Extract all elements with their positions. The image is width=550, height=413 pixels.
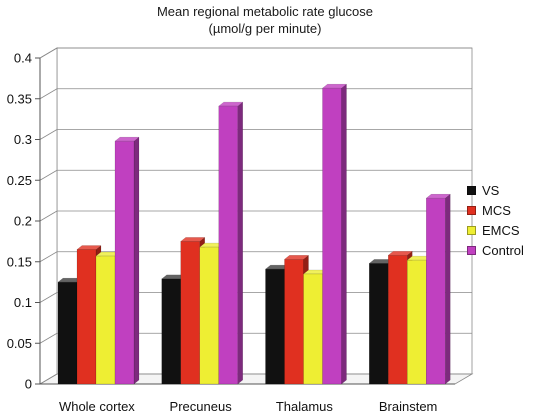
legend-label: Control <box>482 242 524 258</box>
chart-title: Mean regional metabolic rate glucose <box>156 4 374 19</box>
bar-front <box>284 259 304 385</box>
legend-item-emcs: EMCS <box>467 220 524 240</box>
y-tick-label: 0.35 <box>7 91 32 106</box>
y-tick-label: 0.2 <box>14 214 32 229</box>
bar-side <box>445 193 451 385</box>
gridline-diagonal <box>39 332 58 344</box>
y-tick-label: 0 <box>25 377 32 392</box>
gridline-diagonal <box>39 129 58 140</box>
legend-swatch <box>467 225 476 235</box>
gridline-diagonal <box>39 373 58 385</box>
legend-swatch <box>467 205 476 215</box>
x-tick-label: Thalamus <box>276 399 334 413</box>
bar-side <box>133 136 140 385</box>
bar-front <box>369 263 389 385</box>
gridline-diagonal <box>39 169 58 181</box>
bar-control-whole-cortex <box>114 136 140 385</box>
y-tick-label: 0.3 <box>14 132 32 147</box>
bar-side <box>341 83 347 385</box>
bar-front <box>199 246 219 385</box>
bars <box>57 83 451 385</box>
bar-front <box>95 255 116 385</box>
y-tick-label: 0.25 <box>7 173 32 188</box>
legend: VS MCS EMCS Control <box>467 180 524 260</box>
bar-side <box>237 101 243 385</box>
legend-item-vs: VS <box>467 180 524 200</box>
bar-front <box>180 241 200 385</box>
legend-label: MCS <box>482 202 511 218</box>
y-tick-label: 0.4 <box>14 51 32 66</box>
bar-control-precuneus <box>218 101 244 385</box>
bar-front <box>265 268 285 385</box>
y-tick-label: 0.05 <box>7 336 32 351</box>
legend-label: VS <box>482 182 500 198</box>
chart-subtitle: (µmol/g per minute) <box>208 21 322 36</box>
x-tick-label: Precuneus <box>170 399 233 413</box>
bar-front <box>426 197 446 385</box>
gridline-diagonal <box>39 88 58 100</box>
x-tick-label: Brainstem <box>379 399 438 413</box>
gridline-diagonal <box>39 210 58 222</box>
bar-front <box>303 273 323 385</box>
legend-swatch <box>467 185 476 195</box>
gridline-diagonal <box>39 47 58 59</box>
legend-item-mcs: MCS <box>467 200 524 220</box>
legend-label: EMCS <box>482 222 520 238</box>
gridline-diagonal <box>39 251 58 263</box>
bar-front <box>322 87 342 385</box>
bar-front <box>218 105 238 385</box>
legend-swatch <box>467 245 476 255</box>
y-tick-label: 0.1 <box>14 295 32 310</box>
legend-item-control: Control <box>467 240 524 260</box>
bar-front <box>388 255 408 385</box>
bar-front <box>114 140 135 385</box>
gridline-diagonal <box>39 292 58 303</box>
bar-front <box>57 281 78 385</box>
bar-front <box>161 278 181 385</box>
tick-labels: 0 0.05 0.1 0.15 0.2 0.25 0.3 0.35 0.4 Whole corte… <box>7 51 438 413</box>
bar-front <box>76 249 97 385</box>
y-tick-label: 0.15 <box>7 254 32 269</box>
bar-front <box>407 259 427 385</box>
x-tick-label: Whole cortex <box>59 399 135 413</box>
bar-control-thalamus <box>321 83 348 385</box>
bar-control-brainstem <box>425 193 451 385</box>
